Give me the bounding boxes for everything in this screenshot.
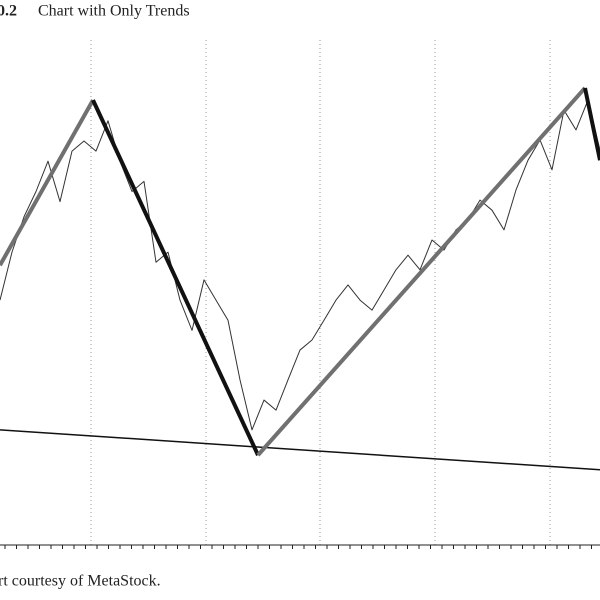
grid: [90, 40, 551, 545]
axis-ticks: [4, 545, 592, 549]
figure-title: Chart with Only Trends: [38, 3, 190, 20]
trend-line: [256, 86, 587, 457]
trend-line: [583, 87, 600, 161]
trend-line: [0, 99, 95, 267]
footer: rt courtesy of MetaStock.: [0, 573, 161, 590]
support-line: [0, 429, 600, 471]
figure-number: 0.2: [0, 3, 17, 20]
trend-line: [91, 99, 260, 456]
price-line: [0, 99, 600, 431]
